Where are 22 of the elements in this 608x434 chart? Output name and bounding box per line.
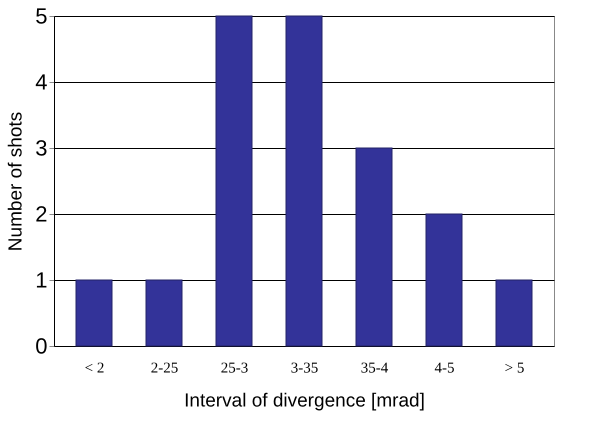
x-tick-label: 2-25 — [150, 360, 178, 376]
bar — [216, 16, 252, 346]
y-tick-label: 1 — [35, 268, 48, 292]
x-tick-label: 3-35 — [290, 360, 318, 376]
x-tick-label: 4-5 — [434, 360, 454, 376]
x-tick-label: 25-3 — [220, 360, 248, 376]
x-tick-label: 35-4 — [360, 360, 389, 376]
bar — [76, 280, 112, 346]
y-tick-label: 3 — [35, 136, 48, 160]
bar — [286, 16, 322, 346]
y-tick-label: 4 — [35, 70, 48, 94]
bar — [146, 280, 182, 346]
y-tick-label: 0 — [35, 334, 48, 358]
x-axis-title: Interval of divergence [mrad] — [184, 390, 425, 412]
y-tick-label: 5 — [35, 4, 48, 28]
x-tick-label: > 5 — [504, 360, 524, 376]
bar — [426, 214, 462, 346]
y-axis-title: Number of shots — [5, 112, 26, 252]
bar — [496, 280, 532, 346]
bar — [356, 148, 392, 346]
y-tick-label: 2 — [35, 202, 48, 226]
x-tick-label: < 2 — [84, 360, 104, 376]
